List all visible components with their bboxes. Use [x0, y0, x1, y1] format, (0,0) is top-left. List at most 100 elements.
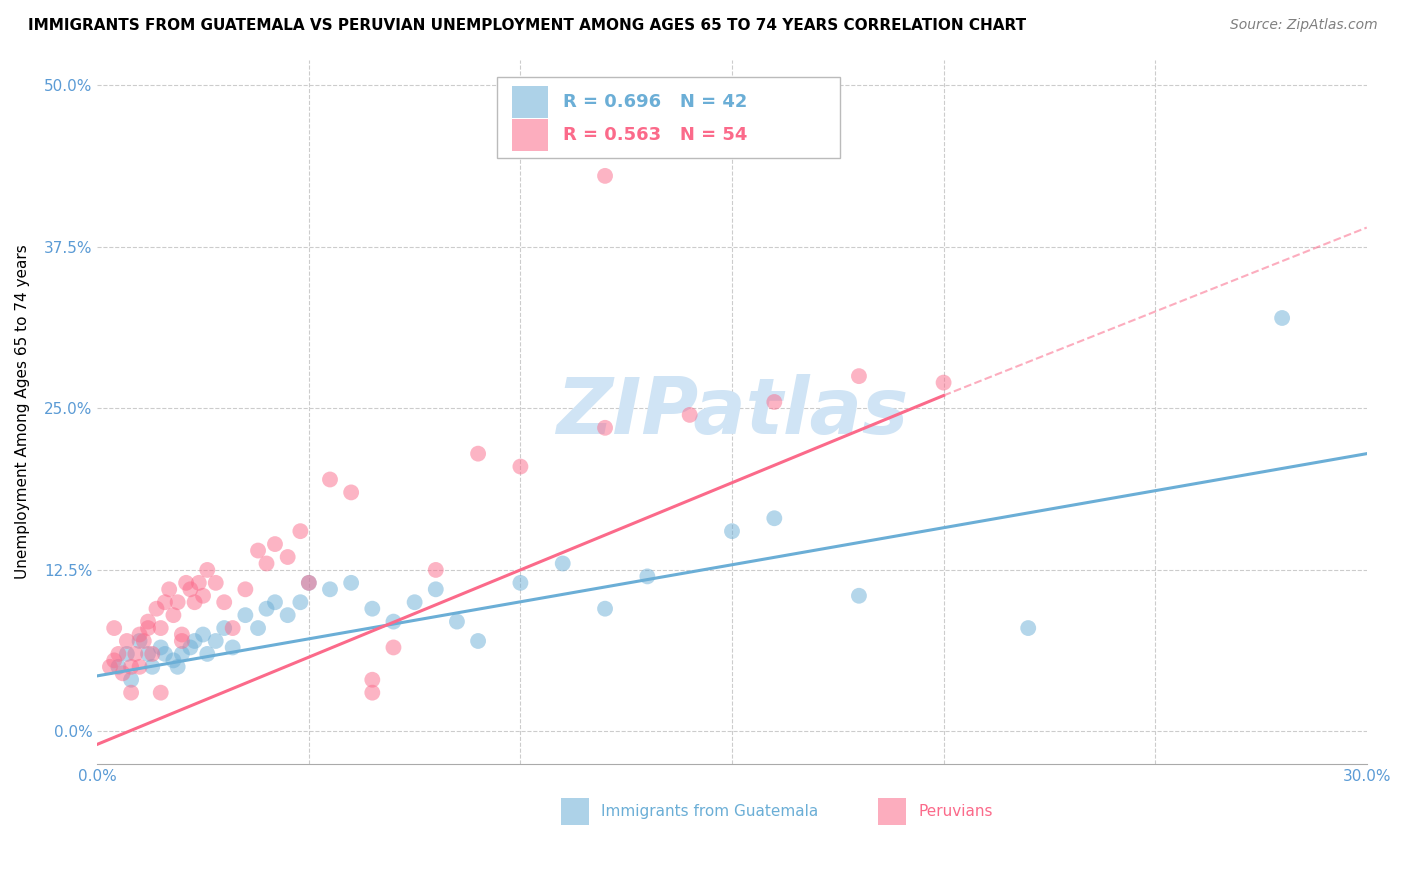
Point — [319, 473, 342, 487]
Point — [153, 647, 176, 661]
Point — [290, 524, 312, 538]
Point — [425, 563, 447, 577]
Point — [264, 595, 287, 609]
Point — [149, 640, 172, 655]
Point — [679, 408, 702, 422]
Point — [120, 660, 142, 674]
Point — [179, 582, 201, 597]
Point — [593, 169, 616, 183]
Point — [425, 582, 447, 597]
Point — [277, 549, 299, 564]
Point — [162, 608, 184, 623]
Point — [187, 575, 209, 590]
Point — [763, 511, 786, 525]
Point — [404, 595, 426, 609]
Point — [115, 634, 138, 648]
Point — [120, 686, 142, 700]
Point — [183, 595, 205, 609]
Point — [128, 634, 150, 648]
Point — [1271, 310, 1294, 325]
Bar — [877, 798, 905, 825]
Point — [115, 647, 138, 661]
Point — [103, 653, 125, 667]
Point — [149, 686, 172, 700]
Point — [298, 575, 321, 590]
Point — [124, 647, 146, 661]
Point — [221, 640, 243, 655]
Point — [107, 660, 129, 674]
Text: Peruvians: Peruvians — [918, 804, 993, 819]
Point — [166, 595, 188, 609]
Point — [319, 582, 342, 597]
Point — [128, 627, 150, 641]
Text: ZIPatlas: ZIPatlas — [555, 374, 908, 450]
Point — [1017, 621, 1039, 635]
Point — [382, 615, 405, 629]
Point — [298, 575, 321, 590]
Point — [162, 653, 184, 667]
Point — [204, 634, 226, 648]
Point — [195, 563, 218, 577]
Point — [361, 601, 384, 615]
Point — [136, 615, 159, 629]
Point — [235, 582, 257, 597]
Point — [721, 524, 744, 538]
Point — [235, 608, 257, 623]
Point — [551, 557, 574, 571]
Point — [264, 537, 287, 551]
Point — [509, 575, 531, 590]
Bar — [512, 120, 548, 151]
Point — [174, 575, 197, 590]
Point — [103, 621, 125, 635]
Point — [290, 595, 312, 609]
Point — [221, 621, 243, 635]
Point — [132, 634, 155, 648]
Point — [145, 601, 167, 615]
Point — [361, 673, 384, 687]
Point — [153, 595, 176, 609]
Point — [141, 660, 163, 674]
Point — [170, 634, 193, 648]
Point — [191, 589, 214, 603]
Text: R = 0.563   N = 54: R = 0.563 N = 54 — [564, 127, 748, 145]
FancyBboxPatch shape — [498, 78, 839, 158]
Text: R = 0.696   N = 42: R = 0.696 N = 42 — [564, 93, 748, 112]
Point — [256, 601, 278, 615]
Point — [166, 660, 188, 674]
Point — [191, 627, 214, 641]
Point — [170, 647, 193, 661]
Point — [212, 595, 235, 609]
Point — [277, 608, 299, 623]
Point — [361, 686, 384, 700]
Point — [136, 647, 159, 661]
Point — [204, 575, 226, 590]
Text: Immigrants from Guatemala: Immigrants from Guatemala — [602, 804, 818, 819]
Point — [382, 640, 405, 655]
Point — [467, 634, 489, 648]
Point — [593, 601, 616, 615]
Point — [247, 621, 270, 635]
Point — [593, 421, 616, 435]
Point — [120, 673, 142, 687]
Point — [128, 660, 150, 674]
Point — [107, 647, 129, 661]
Point — [136, 621, 159, 635]
Point — [509, 459, 531, 474]
Point — [179, 640, 201, 655]
Point — [141, 647, 163, 661]
Point — [446, 615, 468, 629]
Point — [212, 621, 235, 635]
Point — [256, 557, 278, 571]
Point — [932, 376, 955, 390]
Point — [247, 543, 270, 558]
Point — [157, 582, 180, 597]
Point — [340, 485, 363, 500]
Point — [183, 634, 205, 648]
Text: IMMIGRANTS FROM GUATEMALA VS PERUVIAN UNEMPLOYMENT AMONG AGES 65 TO 74 YEARS COR: IMMIGRANTS FROM GUATEMALA VS PERUVIAN UN… — [28, 18, 1026, 33]
Y-axis label: Unemployment Among Ages 65 to 74 years: Unemployment Among Ages 65 to 74 years — [15, 244, 30, 579]
Bar — [512, 87, 548, 118]
Point — [467, 447, 489, 461]
Point — [149, 621, 172, 635]
Bar — [561, 798, 589, 825]
Text: Source: ZipAtlas.com: Source: ZipAtlas.com — [1230, 18, 1378, 32]
